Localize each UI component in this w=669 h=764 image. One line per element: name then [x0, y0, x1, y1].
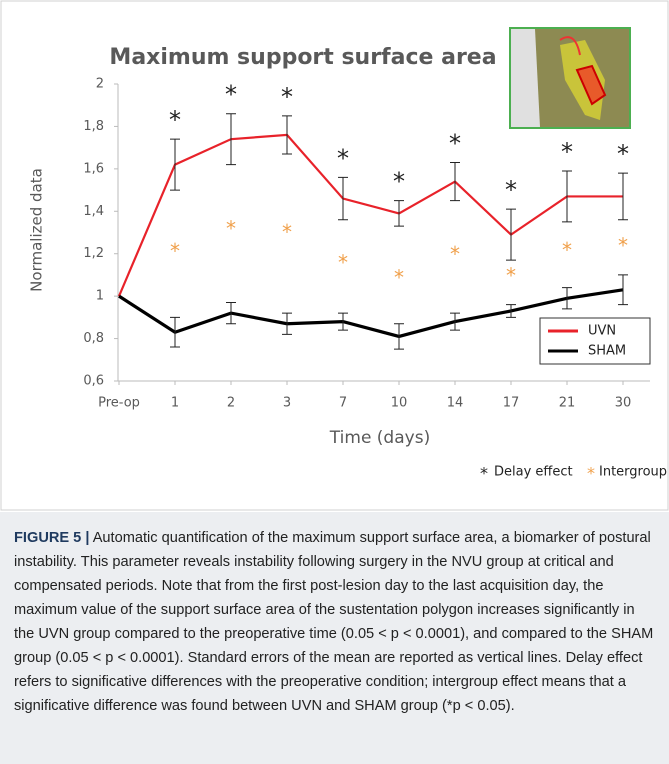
x-tick-label: 17	[503, 396, 520, 411]
delay-marker: *	[393, 168, 405, 196]
x-tick-label: 10	[391, 396, 408, 411]
intergroup-marker: *	[226, 217, 236, 241]
y-tick-label: 0,8	[83, 331, 104, 346]
key-label: Delay effect	[494, 465, 573, 480]
intergroup-marker: *	[282, 220, 292, 244]
y-tick-label: 1	[96, 289, 104, 304]
delay-marker: *	[281, 83, 293, 111]
error-bar	[618, 172, 628, 221]
error-bar	[226, 302, 236, 325]
x-tick-label: 14	[447, 396, 464, 411]
delay-marker: *	[561, 138, 573, 166]
error-bar	[282, 312, 292, 335]
error-bar	[450, 312, 460, 331]
error-bar	[170, 138, 180, 191]
delay-marker: *	[225, 81, 237, 109]
x-tick-label: Pre-op	[98, 396, 140, 411]
x-tick-label: 7	[339, 396, 347, 411]
y-tick-label: 1,4	[83, 204, 104, 219]
legend-label: UVN	[588, 324, 616, 339]
intergroup-marker: *	[450, 242, 460, 266]
y-tick-label: 2	[96, 77, 104, 92]
key-label: Intergroup effect	[599, 465, 669, 480]
x-tick-label: 2	[227, 396, 235, 411]
x-tick-label: 21	[559, 396, 576, 411]
delay-marker: *	[337, 144, 349, 172]
intergroup-marker: *	[506, 263, 516, 287]
error-bar	[506, 304, 516, 318]
caption-label: FIGURE 5 |	[14, 530, 90, 546]
series-line	[117, 133, 623, 297]
error-bar	[394, 200, 404, 227]
error-bar	[394, 323, 404, 350]
chart-title: Maximum support surface area	[109, 45, 496, 70]
intergroup-marker: *	[338, 251, 348, 275]
error-bar	[338, 312, 348, 331]
caption-text: Automatic quantification of the maximum …	[14, 530, 654, 714]
y-tick-label: 1,8	[83, 119, 104, 134]
delay-marker: *	[617, 140, 629, 168]
series-line	[118, 288, 624, 339]
error-bar	[562, 170, 572, 223]
intergroup-marker: *	[394, 265, 404, 289]
key-marker: *	[587, 464, 595, 483]
x-tick-label: 3	[283, 396, 291, 411]
delay-marker: *	[169, 106, 181, 134]
error-bar	[282, 115, 292, 155]
chart: Maximum support surface area Time (days)…	[0, 0, 669, 511]
y-axis-label: Normalized data	[28, 168, 46, 292]
y-tick-label: 1,2	[83, 246, 104, 261]
x-tick-label: 30	[615, 396, 632, 411]
error-bar	[562, 287, 572, 310]
inset-image	[509, 27, 631, 129]
caption: FIGURE 5 | Automatic quantification of t…	[0, 512, 669, 764]
legend-box	[539, 317, 651, 365]
error-bar	[170, 316, 180, 348]
intergroup-marker: *	[618, 234, 628, 258]
error-bar	[338, 176, 348, 221]
delay-marker: *	[505, 176, 517, 204]
intergroup-marker: *	[170, 239, 180, 263]
y-tick-label: 1,6	[83, 161, 104, 176]
legend-label: SHAM	[588, 344, 626, 359]
delay-marker: *	[449, 129, 461, 157]
error-bar	[506, 208, 516, 261]
error-bar	[226, 113, 236, 166]
y-tick-label: 0,6	[83, 374, 104, 389]
x-tick-label: 1	[171, 396, 179, 411]
error-bar	[618, 274, 628, 306]
x-axis-label: Time (days)	[329, 428, 430, 448]
key-marker: *	[480, 464, 488, 483]
error-bar	[450, 161, 460, 202]
intergroup-marker: *	[562, 238, 572, 262]
